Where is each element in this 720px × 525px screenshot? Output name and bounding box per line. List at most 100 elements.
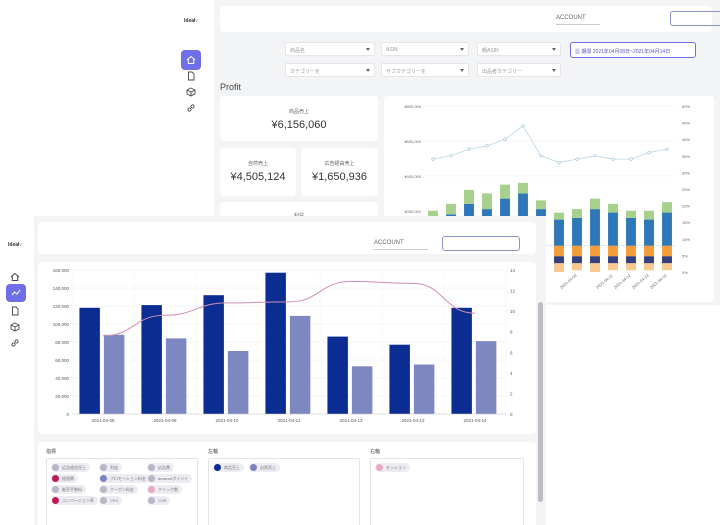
y2-tick-label: 25% bbox=[682, 187, 690, 192]
metric-chip[interactable]: 経過費 bbox=[51, 474, 78, 483]
bar-1 bbox=[227, 351, 249, 414]
right-axis-chip-box[interactable]: セッション bbox=[370, 458, 524, 525]
bar-negative bbox=[572, 256, 582, 264]
filter-select-2[interactable]: 親ASIN bbox=[477, 42, 561, 56]
kpi-ad-sales: 広告経由売上 ¥1,650,936 bbox=[301, 148, 378, 196]
bar-negative bbox=[644, 245, 654, 257]
scrollbar[interactable] bbox=[538, 302, 543, 502]
y-tick-label: 80,000 bbox=[55, 340, 69, 345]
metric-chip[interactable]: クリック数 bbox=[147, 485, 182, 494]
filter-select-0[interactable]: 商品名 bbox=[285, 42, 375, 56]
filter-select-3[interactable]: カテゴリーを bbox=[285, 63, 375, 77]
home-icon[interactable] bbox=[6, 268, 24, 286]
metric-chip[interactable]: 販売手数料 bbox=[51, 485, 86, 494]
metric-chip[interactable]: 広告経由売上 bbox=[51, 463, 90, 472]
chip-dot-icon bbox=[148, 464, 155, 471]
metric-chip[interactable]: セッション bbox=[375, 463, 410, 472]
y2-tick-label: 15% bbox=[682, 220, 690, 225]
metric-chip[interactable]: プロモーション料金 bbox=[99, 474, 150, 483]
bar-1 bbox=[289, 315, 311, 414]
bar-negative bbox=[662, 263, 672, 271]
x-tick-label: 2021-04-12 bbox=[613, 272, 632, 289]
metric-chip[interactable]: 自然売上 bbox=[249, 463, 280, 472]
metric-chip[interactable]: 商品売上 bbox=[213, 463, 244, 472]
account-select[interactable] bbox=[670, 11, 720, 26]
bar-positive bbox=[626, 210, 636, 218]
home-icon[interactable] bbox=[181, 50, 201, 70]
metric-chip[interactable]: 利益 bbox=[99, 463, 122, 472]
account-select[interactable] bbox=[442, 236, 520, 251]
chart-line-icon[interactable] bbox=[6, 284, 26, 302]
box-icon[interactable] bbox=[181, 82, 201, 102]
document-icon[interactable] bbox=[181, 66, 201, 86]
bar-positive bbox=[500, 184, 510, 199]
chip-label: 広告経由売上 bbox=[62, 465, 86, 470]
rate-point bbox=[593, 154, 597, 158]
bar-negative bbox=[590, 263, 600, 272]
account-label[interactable]: ACCOUNT bbox=[374, 240, 428, 250]
filter-placeholder: ASIN bbox=[386, 47, 398, 53]
document-icon[interactable] bbox=[6, 302, 24, 320]
chip-label: 販売手数料 bbox=[62, 487, 82, 492]
y-tick-label: 100,000 bbox=[53, 322, 70, 327]
chip-label: 利益 bbox=[110, 465, 118, 470]
metric-chip[interactable]: CPC bbox=[99, 496, 123, 505]
chip-label: 商品売上 bbox=[224, 465, 240, 470]
bar-positive bbox=[572, 217, 582, 246]
y-tick-label: 40,000 bbox=[55, 376, 69, 381]
bar-positive bbox=[644, 210, 654, 220]
rate-point bbox=[647, 150, 651, 155]
bar-0 bbox=[265, 272, 286, 414]
left-axis-chip-box[interactable]: 商品売上 自然売上 bbox=[208, 458, 360, 525]
rate-point bbox=[539, 154, 543, 158]
rate-point bbox=[467, 147, 471, 151]
metric-chip[interactable]: 広告費 bbox=[147, 463, 174, 472]
account-label[interactable]: ACCOUNT bbox=[556, 15, 600, 25]
y2-tick-label: 20% bbox=[682, 204, 690, 209]
chip-dot-icon bbox=[100, 464, 107, 471]
bar-negative bbox=[554, 263, 564, 272]
y2-tick-label: 40% bbox=[682, 137, 690, 142]
bar-0 bbox=[327, 336, 348, 414]
bar-negative bbox=[644, 256, 654, 264]
bar-positive bbox=[590, 198, 600, 210]
metric-chip[interactable]: コンバージョン率 bbox=[51, 496, 98, 505]
y-tick-label: ¥400,000 bbox=[404, 174, 421, 179]
chip-label: 広告費 bbox=[158, 465, 170, 470]
chip-dot-icon bbox=[52, 486, 59, 493]
bar-positive bbox=[464, 189, 474, 204]
y2-tick-label: 10% bbox=[682, 237, 690, 242]
metric-chip[interactable]: amazonポイント bbox=[147, 474, 193, 483]
rate-point bbox=[503, 137, 507, 141]
rate-line bbox=[432, 125, 668, 163]
x-tick-label: 2021-04-13 bbox=[401, 418, 425, 423]
rate-point bbox=[485, 144, 489, 148]
box-icon[interactable] bbox=[6, 318, 24, 336]
date-range-button[interactable]: ▦ 期間 2021年04月08日~2021年04月14日 bbox=[570, 42, 696, 58]
bar-0 bbox=[203, 295, 224, 414]
bar-positive bbox=[644, 219, 654, 246]
bar-negative bbox=[608, 245, 618, 257]
front-topbar: ACCOUNT bbox=[38, 222, 536, 254]
profit-title: Profit bbox=[220, 82, 242, 92]
bar-1 bbox=[475, 341, 497, 414]
back-topbar: ACCOUNT bbox=[220, 6, 720, 32]
link-icon[interactable] bbox=[181, 98, 201, 118]
chip-label: クーポン料金 bbox=[110, 487, 134, 492]
indicator-chip-box[interactable]: 広告経由売上 利益 広告費経過費 プロモーション料金 amazonポイント販売手数料 クー… bbox=[46, 458, 198, 525]
metric-chip[interactable]: CVR bbox=[147, 496, 171, 505]
filter-select-4[interactable]: サブカテゴリーを bbox=[381, 63, 469, 77]
chip-dot-icon bbox=[148, 486, 155, 493]
x-tick-label: 2021-04-11 bbox=[595, 272, 614, 289]
metric-chip[interactable]: クーポン料金 bbox=[99, 485, 138, 494]
filter-placeholder: 親ASIN bbox=[482, 48, 499, 54]
link-icon[interactable] bbox=[6, 334, 24, 352]
y-tick-label: ¥600,000 bbox=[404, 139, 421, 144]
filter-select-1[interactable]: ASIN bbox=[381, 42, 469, 56]
bar-negative bbox=[662, 256, 672, 264]
bar-negative bbox=[662, 245, 672, 257]
front-chart-card: 160,000 140,000 120,000 100,000 80,000 60,000… bbox=[38, 262, 536, 434]
bar-positive bbox=[536, 200, 546, 210]
x-tick-label: 2021-04-14 bbox=[649, 272, 668, 289]
filter-select-5[interactable]: 出品者カテゴリー bbox=[477, 63, 561, 77]
